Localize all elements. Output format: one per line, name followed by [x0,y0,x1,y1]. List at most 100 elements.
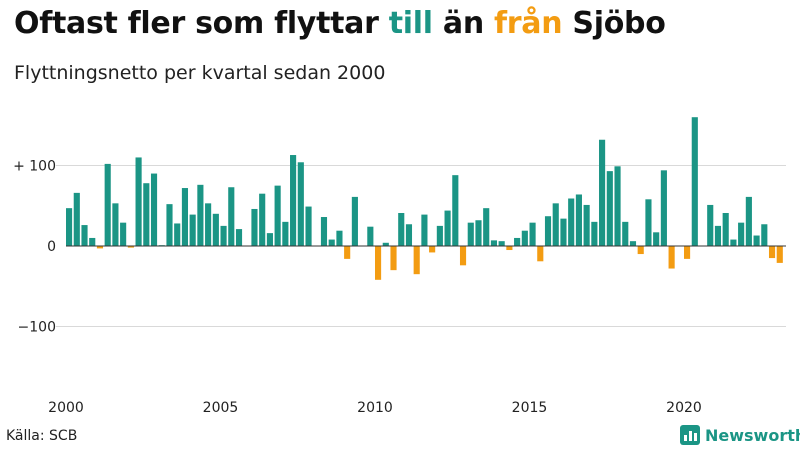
bar-positive [120,222,127,246]
bar-positive [529,222,536,246]
bar-positive [467,222,474,246]
bar-positive [282,221,289,246]
bar-positive [629,241,637,246]
bar-positive [444,210,451,246]
bar-positive [483,208,490,246]
bar-positive [181,188,189,246]
x-tick-label: 2005 [203,400,239,416]
bar-negative [429,246,436,253]
bar-positive [730,239,737,246]
bar-positive [297,162,304,246]
bar-negative [390,246,397,271]
bar-chart: + 100 0 −100 2000 2005 2010 2015 2020 [13,117,786,416]
bar-positive [498,241,505,246]
title-part-2: än [432,6,495,41]
title-part-3: Sjöbo [562,6,666,41]
bar-positive [421,214,428,246]
bar-positive [89,237,96,246]
bar-positive [266,233,273,246]
bar-negative [537,246,544,262]
bar-positive [660,170,667,246]
chart-title: Oftast fler som flyttar till än från Sjö… [14,6,666,41]
bar-positive [174,223,181,246]
bar-positive [606,171,613,246]
bar-negative [413,246,420,275]
bar-positive [452,175,459,246]
bar-positive [738,222,745,246]
chart-subtitle: Flyttningsnetto per kvartal sedan 2000 [14,62,386,84]
bar-positive [328,239,335,246]
bar-positive [707,204,714,246]
title-till: till [388,6,433,41]
bar-positive [320,217,328,246]
bar-negative [668,246,675,269]
title-part-1: Oftast fler som flyttar [14,6,389,41]
bar-negative [684,246,691,259]
bar-positive [290,155,297,246]
gridlines [56,165,786,327]
bar-positive [568,198,575,246]
bar-positive [475,220,482,246]
bar-positive [583,204,590,246]
bar-positive [753,235,760,246]
bar-positive [251,208,258,246]
bar-positive [212,213,219,246]
bar-positive [220,225,227,247]
newsworthy-logo: Newsworthy [680,425,800,445]
bar-positive [653,232,660,246]
bar-positive [514,237,521,246]
bar-positive [228,187,235,246]
bar-negative [768,246,776,259]
bar-positive [714,225,722,247]
bar-positive [189,214,196,246]
bar-positive [150,173,158,246]
bar-negative [127,246,134,248]
bar-positive [722,213,729,246]
bar-positive [575,194,582,246]
bar-positive [490,240,498,246]
bar-negative [344,246,351,259]
bar-positive [599,139,606,246]
x-tick-label: 2015 [512,400,548,416]
chart-logo-icon [680,425,700,445]
x-tick-label: 2010 [357,400,393,416]
bar-positive [591,221,598,246]
bar-positive [544,216,552,246]
bar-positive [382,242,389,246]
bar-positive [259,193,266,246]
title-fran: från [494,6,563,41]
bar-positive [235,229,243,246]
bar-positive [104,163,111,246]
bar-positive [205,203,212,246]
bar-positive [112,203,119,246]
bar-negative [776,246,783,263]
bar-positive [552,203,559,246]
bar-positive [560,218,567,246]
y-tick-label: + 100 [13,159,56,175]
brand-name: Newsworthy [705,425,800,445]
bar-positive [73,192,80,246]
bar-positive [166,204,173,246]
bar-positive [622,221,629,246]
y-tick-label: −100 [18,320,56,336]
y-tick-label: 0 [47,239,56,255]
bar-positive [66,208,73,246]
bar-positive [351,196,358,246]
x-tick-label: 2000 [48,400,84,416]
bar-positive [305,206,312,246]
bar-positive [436,225,443,247]
bar-positive [645,199,652,246]
bar-positive [135,157,142,246]
bar-negative [96,246,104,249]
bars [66,117,783,280]
bar-positive [143,183,150,246]
bar-negative [637,246,644,255]
bar-positive [761,224,768,246]
bar-negative [375,246,382,280]
bar-positive [398,213,405,246]
bar-positive [274,185,281,247]
x-tick-label: 2020 [666,400,702,416]
bar-positive [745,196,752,246]
bar-positive [197,184,204,246]
bar-positive [367,226,374,246]
